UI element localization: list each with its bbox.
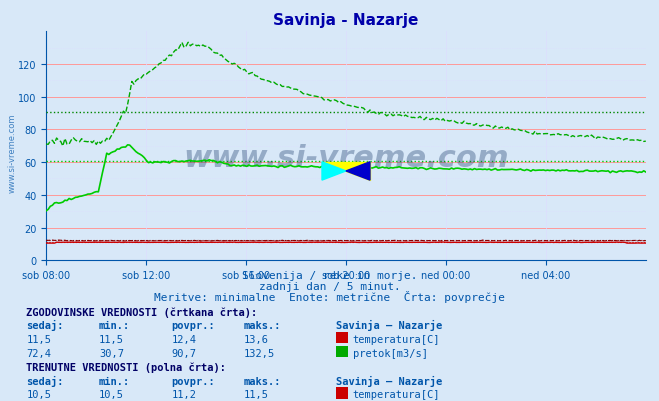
Text: sedaj:: sedaj: xyxy=(26,375,64,386)
Text: maks.:: maks.: xyxy=(244,376,281,386)
Title: Savinja - Nazarje: Savinja - Nazarje xyxy=(273,13,418,28)
Text: 30,7: 30,7 xyxy=(99,348,124,358)
Text: sedaj:: sedaj: xyxy=(26,320,64,330)
Text: 72,4: 72,4 xyxy=(26,348,51,358)
Text: 12,4: 12,4 xyxy=(171,334,196,344)
Polygon shape xyxy=(322,162,370,180)
Text: 11,2: 11,2 xyxy=(171,389,196,399)
Text: povpr.:: povpr.: xyxy=(171,376,215,386)
Text: 11,5: 11,5 xyxy=(244,389,269,399)
Text: pretok[m3/s]: pretok[m3/s] xyxy=(353,348,428,358)
Text: 11,5: 11,5 xyxy=(26,334,51,344)
Text: Savinja – Nazarje: Savinja – Nazarje xyxy=(336,320,442,330)
Text: temperatura[C]: temperatura[C] xyxy=(353,334,440,344)
Text: 10,5: 10,5 xyxy=(99,389,124,399)
Text: www.si-vreme.com: www.si-vreme.com xyxy=(183,143,509,172)
Text: 10,5: 10,5 xyxy=(26,389,51,399)
Text: min.:: min.: xyxy=(99,376,130,386)
Text: zadnji dan / 5 minut.: zadnji dan / 5 minut. xyxy=(258,282,401,292)
Text: 90,7: 90,7 xyxy=(171,348,196,358)
Text: min.:: min.: xyxy=(99,320,130,330)
Text: povpr.:: povpr.: xyxy=(171,320,215,330)
Text: TRENUTNE VREDNOSTI (polna črta):: TRENUTNE VREDNOSTI (polna črta): xyxy=(26,362,226,372)
Text: www.si-vreme.com: www.si-vreme.com xyxy=(8,113,17,192)
Text: Meritve: minimalne  Enote: metrične  Črta: povprečje: Meritve: minimalne Enote: metrične Črta:… xyxy=(154,290,505,302)
Text: 11,5: 11,5 xyxy=(99,334,124,344)
Polygon shape xyxy=(322,162,346,180)
Text: Savinja – Nazarje: Savinja – Nazarje xyxy=(336,375,442,386)
Text: Slovenija / reke in morje.: Slovenija / reke in morje. xyxy=(242,271,417,281)
Text: temperatura[C]: temperatura[C] xyxy=(353,389,440,399)
Text: ZGODOVINSKE VREDNOSTI (črtkana črta):: ZGODOVINSKE VREDNOSTI (črtkana črta): xyxy=(26,306,258,317)
Text: 132,5: 132,5 xyxy=(244,348,275,358)
Text: 13,6: 13,6 xyxy=(244,334,269,344)
Text: maks.:: maks.: xyxy=(244,320,281,330)
Polygon shape xyxy=(346,162,370,180)
